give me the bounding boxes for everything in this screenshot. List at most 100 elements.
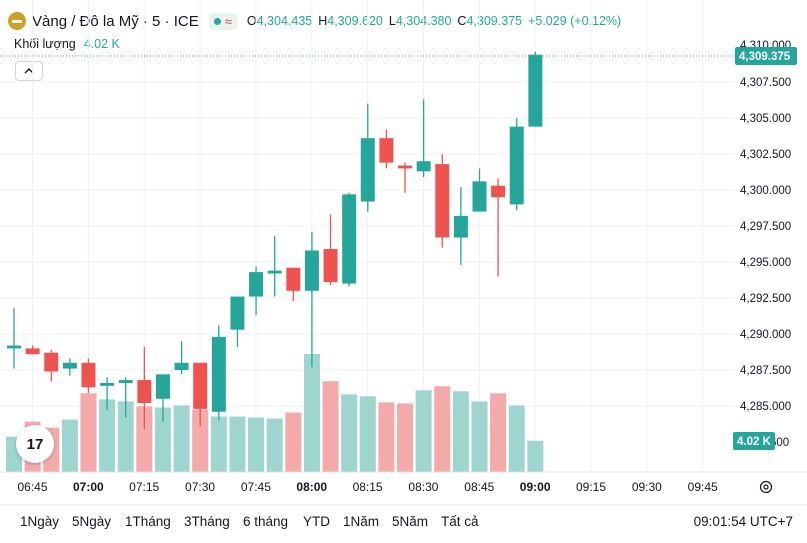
y-tick-label: 4,305.000 (740, 113, 791, 125)
x-tick-label: 08:45 (464, 480, 494, 494)
candle-body (379, 138, 394, 163)
candle-body (137, 380, 152, 404)
range-1d-button[interactable]: 1Ngày (20, 514, 60, 529)
range-ytd-button[interactable]: YTD (303, 514, 330, 529)
range-1m-button[interactable]: 1Tháng (125, 514, 171, 529)
candle-body (62, 362, 77, 369)
volume-bar (266, 418, 283, 472)
x-tick-label: 09:30 (632, 480, 662, 494)
x-tick-label: 09:15 (576, 480, 606, 494)
x-tick-label: 08:30 (408, 480, 438, 494)
volume-bar (341, 394, 358, 472)
collapse-legend-button[interactable] (15, 61, 43, 81)
candle-body (44, 352, 59, 372)
candle-body (25, 348, 40, 355)
volume-bar (508, 405, 525, 472)
candle-body (491, 185, 506, 198)
volume-bar (434, 386, 451, 472)
y-tick-label: 4,297.500 (740, 221, 791, 233)
volume-bar (229, 416, 246, 472)
range-1y-button[interactable]: 1Năm (343, 514, 380, 529)
volume-value: 4.02 K (83, 37, 120, 51)
volume-bar (322, 381, 339, 472)
range-5d-button[interactable]: 5Ngày (72, 514, 112, 529)
candle-body (435, 164, 450, 238)
symbol-legend: Vàng / Đô la Mỹ · 5 · ICE ≈ O4,304.435 H… (8, 10, 621, 32)
range-3m-button[interactable]: 3Tháng (184, 514, 230, 529)
y-tick-label: 4,307.500 (740, 77, 791, 89)
y-tick-label: 4,300.000 (740, 185, 791, 197)
ohlc-high: H4,309.620 (318, 14, 383, 28)
candle-body (472, 181, 487, 212)
range-5y-button[interactable]: 5Năm (392, 514, 429, 529)
candle-body (230, 296, 245, 330)
x-tick-label: 07:00 (73, 480, 104, 494)
market-status-badge[interactable]: ≈ (208, 12, 237, 30)
candle-body (81, 362, 96, 388)
x-tick-label: 07:45 (241, 480, 271, 494)
candle-body (398, 165, 413, 169)
volume-badge-text: 4.02 K (737, 436, 772, 448)
candle-body (7, 345, 21, 349)
candle-body (286, 267, 301, 291)
candle-body (193, 362, 208, 409)
volume-bar (173, 405, 190, 472)
candle-body (528, 54, 543, 127)
y-tick-label: 4,285.000 (740, 401, 791, 413)
candle-body (249, 272, 264, 297)
y-tick-label: 4,290.000 (740, 329, 791, 341)
candle-body (100, 382, 115, 386)
volume-bar (154, 407, 171, 472)
range-toolbar: 1Ngày 5Ngày 1Tháng 3Tháng 6 tháng YTD 1N… (0, 508, 807, 538)
last-price-text: 4,309.375 (739, 51, 791, 63)
volume-bar (452, 391, 469, 472)
x-tick-label: 09:00 (520, 480, 551, 494)
price-change: +5.029 (+0.12%) (528, 14, 622, 28)
chevron-up-icon (24, 68, 34, 74)
volume-bar (415, 390, 432, 472)
utc-clock[interactable]: 09:01:54 UTC+7 (693, 514, 793, 529)
volume-legend: Khối lượng 4.02 K (14, 37, 120, 51)
candle-body (360, 138, 375, 202)
x-tick-label: 06:45 (17, 480, 47, 494)
volume-bar (136, 406, 153, 472)
gear-icon[interactable] (758, 479, 774, 495)
x-tick-label: 09:45 (688, 480, 718, 494)
candle-body (211, 336, 226, 412)
volume-label: Khối lượng (14, 37, 76, 51)
x-tick-label: 07:15 (129, 480, 159, 494)
market-open-dot-icon (213, 17, 221, 25)
y-tick-label: 4,295.000 (740, 257, 791, 269)
volume-bar (527, 440, 544, 472)
candle-body (267, 270, 282, 274)
candle-body (323, 249, 338, 283)
candle-body (118, 380, 133, 383)
candle-body (416, 161, 431, 172)
y-tick-label: 4,287.500 (740, 365, 791, 377)
candle-body (155, 374, 170, 399)
candle-body (304, 250, 319, 291)
volume-bar (471, 401, 488, 472)
volume-bar (61, 419, 78, 472)
volume-bar (80, 393, 97, 472)
range-6m-button[interactable]: 6 tháng (243, 514, 289, 529)
volume-bar (117, 401, 134, 472)
volume-bar (490, 393, 507, 472)
tradingview-logo[interactable]: 17 (16, 425, 54, 463)
x-tick-label: 08:15 (353, 480, 383, 494)
y-tick-label: 4,302.500 (740, 149, 791, 161)
gold-logo-icon (8, 12, 26, 30)
volume-bar (303, 353, 320, 472)
volume-bar (397, 403, 414, 472)
last-price-badge (735, 47, 797, 65)
volume-bar (210, 416, 227, 472)
volume-bar (285, 412, 302, 472)
volume-bar (248, 417, 265, 472)
volume-bar (192, 409, 209, 472)
candle-body (509, 126, 524, 205)
y-tick-label: 4,292.500 (740, 293, 791, 305)
volume-bar (359, 396, 376, 472)
symbol-title[interactable]: Vàng / Đô la Mỹ · 5 · ICE (32, 12, 199, 30)
range-all-button[interactable]: Tất cả (441, 514, 479, 529)
